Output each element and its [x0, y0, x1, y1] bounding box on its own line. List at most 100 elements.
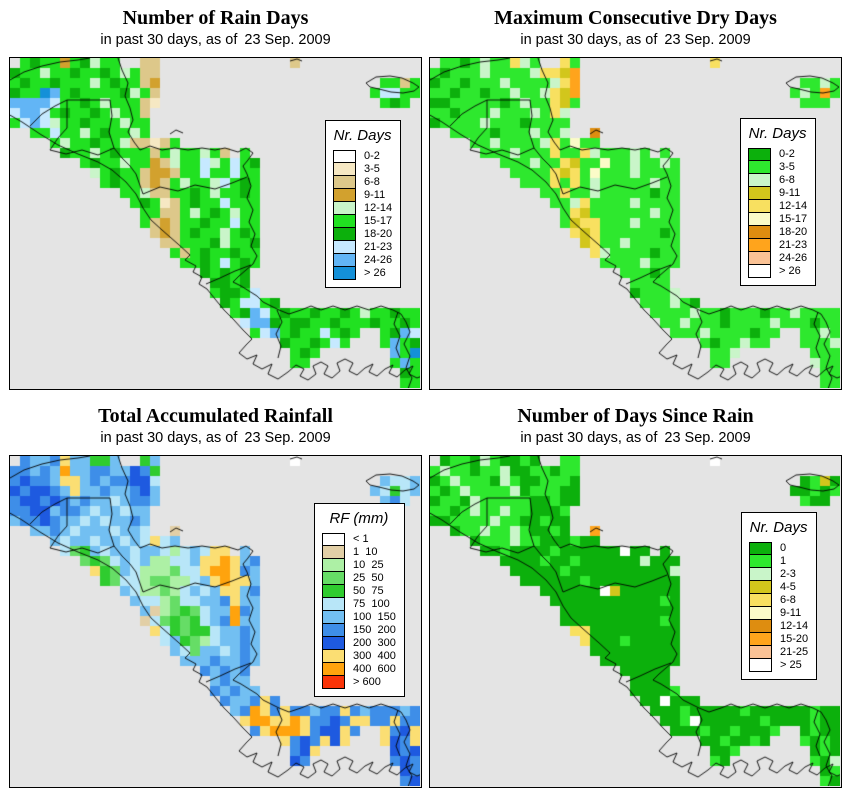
- subtitle-date: 23 Sep. 2009: [664, 430, 751, 446]
- legend-entry-label: 75 100: [353, 598, 390, 610]
- legend-entry-label: 3-5: [779, 161, 795, 173]
- legend-entry-label: 3-5: [364, 163, 380, 175]
- legend-rows: 0 1 2-3 4-5 6-8 9-11 12-14 15-20 21-25 > 25: [749, 542, 808, 672]
- legend-entry: > 600: [322, 676, 396, 689]
- legend-entry-label: 4-5: [780, 581, 796, 593]
- legend-entry: 21-25: [749, 646, 808, 659]
- panel-subtitle: in past 30 days, as of 23 Sep. 2009: [9, 32, 422, 48]
- legend-swatch: [322, 598, 345, 611]
- legend-entry: 12-14: [333, 202, 392, 215]
- legend-entry: 4-5: [749, 581, 808, 594]
- subtitle-date: 23 Sep. 2009: [664, 32, 751, 48]
- legend-swatch: [749, 594, 772, 607]
- legend-entry-label: 0: [780, 542, 787, 554]
- map-frame-dry-days: Nr. Days 0-2 3-5 6-8 9-11 12-14 15-17 18-20 21-…: [429, 57, 842, 390]
- legend-entry: 21-23: [748, 239, 807, 252]
- legend-swatch: [322, 572, 345, 585]
- legend-entry-label: > 25: [780, 659, 802, 671]
- legend-swatch: [749, 607, 772, 620]
- legend-swatch: [322, 650, 345, 663]
- legend-swatch: [322, 637, 345, 650]
- legend-entry-label: < 1: [353, 533, 369, 545]
- legend-entry-label: 21-23: [779, 239, 808, 251]
- legend-swatch: [748, 174, 771, 187]
- legend-entry: > 26: [748, 265, 807, 278]
- legend-entry-label: 25 50: [353, 572, 384, 584]
- legend-entry: > 25: [749, 659, 808, 672]
- legend-entry-label: 12-14: [364, 202, 393, 214]
- legend-entry: 300 400: [322, 650, 396, 663]
- legend-swatch: [333, 202, 356, 215]
- subtitle-date: 23 Sep. 2009: [244, 430, 331, 446]
- legend-title: Nr. Days: [749, 519, 808, 536]
- legend-entry-label: 15-20: [780, 633, 809, 645]
- legend-entry-label: 1 10: [353, 546, 378, 558]
- legend-entry: 6-8: [749, 594, 808, 607]
- legend-entry: 15-20: [749, 633, 808, 646]
- legend-entry-label: 100 150: [353, 611, 396, 623]
- legend-swatch: [748, 148, 771, 161]
- legend-entry-label: 400 600: [353, 663, 396, 675]
- panel-header: Number of Rain Days in past 30 days, as …: [9, 0, 422, 57]
- legend-dry-days: Nr. Days 0-2 3-5 6-8 9-11 12-14 15-17 18-20 21-…: [740, 118, 817, 286]
- legend-swatch: [322, 663, 345, 676]
- legend-entry-label: 300 400: [353, 650, 396, 662]
- legend-entry: 75 100: [322, 598, 396, 611]
- legend-entry: 15-17: [748, 213, 807, 226]
- legend-entry: 6-8: [333, 176, 392, 189]
- legend-entry-label: 12-14: [780, 620, 809, 632]
- panel-subtitle: in past 30 days, as of 23 Sep. 2009: [429, 32, 842, 48]
- legend-entry: 10 25: [322, 559, 396, 572]
- legend-swatch: [333, 215, 356, 228]
- legend-swatch: [322, 611, 345, 624]
- page-title: Number of Rain Days: [122, 7, 309, 29]
- legend-swatch: [748, 200, 771, 213]
- legend-entry: 24-26: [333, 254, 392, 267]
- legend-entry: 100 150: [322, 611, 396, 624]
- legend-entry-label: > 600: [353, 676, 381, 688]
- panel-days-since-rain: Number of Days Since Rain in past 30 day…: [429, 398, 842, 788]
- legend-swatch: [322, 533, 345, 546]
- legend-swatch: [333, 241, 356, 254]
- legend-entry: 1: [749, 555, 808, 568]
- legend-entry: 15-17: [333, 215, 392, 228]
- legend-entry-label: 15-17: [779, 213, 808, 225]
- legend-entry: 1 10: [322, 546, 396, 559]
- legend-days-since-rain: Nr. Days 0 1 2-3 4-5 6-8 9-11 12-14 15-20 21-25 >…: [741, 512, 818, 680]
- legend-entry: 50 75: [322, 585, 396, 598]
- subtitle-prefix: in past 30 days, as of: [100, 32, 238, 48]
- legend-swatch: [748, 187, 771, 200]
- legend-entry: 2-3: [749, 568, 808, 581]
- legend-swatch: [333, 254, 356, 267]
- legend-entry: 200 300: [322, 637, 396, 650]
- legend-entry-label: 1: [780, 555, 787, 567]
- map-frame-rain-days: Nr. Days 0-2 3-5 6-8 9-11 12-14 15-17 18-20 21-…: [9, 57, 422, 390]
- page-title: Maximum Consecutive Dry Days: [494, 7, 777, 29]
- panel-header: Total Accumulated Rainfall in past 30 da…: [9, 398, 422, 455]
- legend-swatch: [749, 555, 772, 568]
- map-frame-days-since-rain: Nr. Days 0 1 2-3 4-5 6-8 9-11 12-14 15-20 21-25 >…: [429, 455, 842, 788]
- legend-swatch: [322, 676, 345, 689]
- panel-header: Number of Days Since Rain in past 30 day…: [429, 398, 842, 455]
- panel-subtitle: in past 30 days, as of 23 Sep. 2009: [429, 430, 842, 446]
- page-title: Total Accumulated Rainfall: [98, 405, 333, 427]
- legend-entry: 12-14: [748, 200, 807, 213]
- legend-entry: 0: [749, 542, 808, 555]
- legend-swatch: [748, 161, 771, 174]
- legend-entry-label: 2-3: [780, 568, 796, 580]
- legend-entry-label: 0-2: [779, 148, 795, 160]
- legend-swatch: [749, 581, 772, 594]
- legend-swatch: [322, 559, 345, 572]
- legend-entry: 3-5: [748, 161, 807, 174]
- legend-swatch: [322, 624, 345, 637]
- legend-entry-label: 6-8: [780, 594, 796, 606]
- legend-entry-label: 12-14: [779, 200, 808, 212]
- legend-entry: 0-2: [748, 148, 807, 161]
- legend-entry-label: 21-23: [364, 241, 393, 253]
- legend-swatch: [748, 226, 771, 239]
- legend-entry: 9-11: [748, 187, 807, 200]
- legend-swatch: [333, 163, 356, 176]
- subtitle-date: 23 Sep. 2009: [244, 32, 331, 48]
